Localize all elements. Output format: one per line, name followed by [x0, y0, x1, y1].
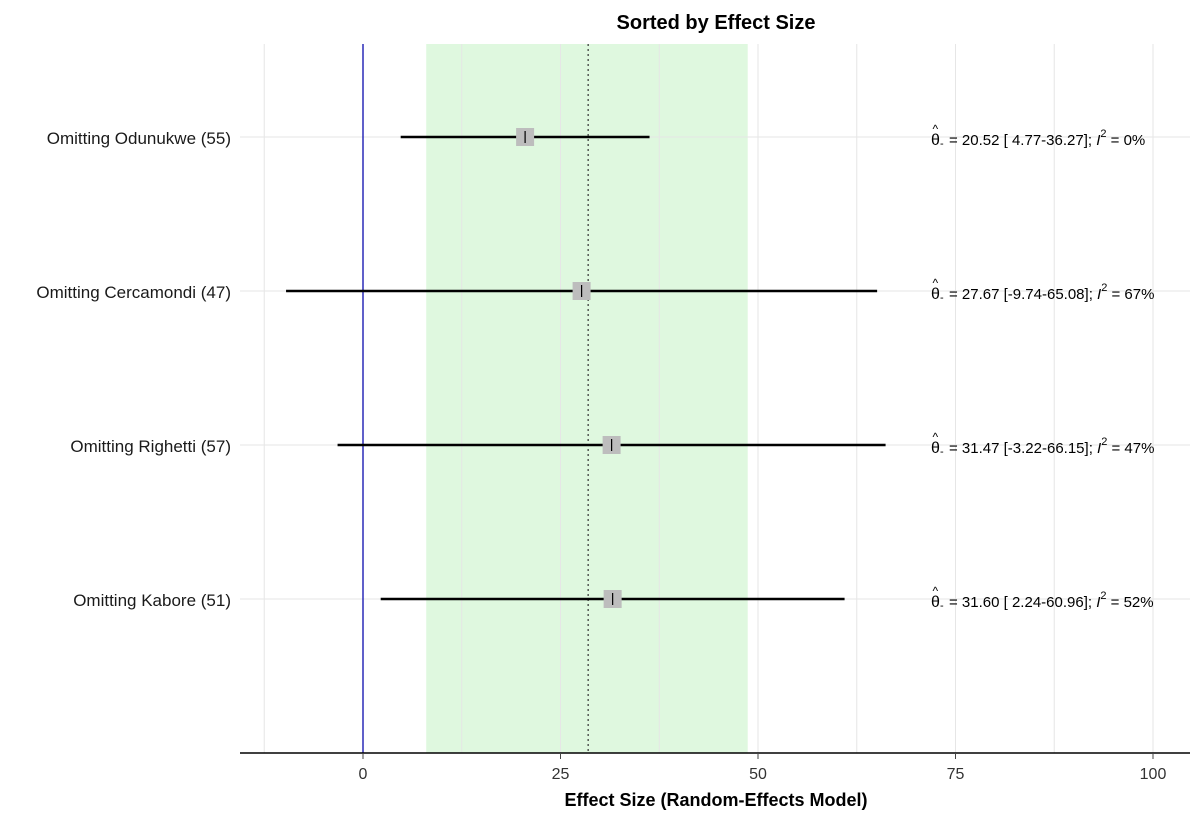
row-label: Omitting Odunukwe (55) — [47, 129, 231, 148]
theta-symbol: θ — [931, 132, 940, 149]
annotation-text: = 31.60 [ 2.24-60.96]; I2 = 52% — [949, 590, 1154, 611]
x-tick-label: 75 — [947, 766, 965, 783]
pooled-ci-band — [426, 44, 748, 753]
x-tick-label: 25 — [552, 766, 570, 783]
row-label: Omitting Cercamondi (47) — [36, 283, 231, 302]
theta-hat-mark: ^ — [933, 430, 939, 444]
theta-symbol: θ — [931, 440, 940, 457]
x-tick-label: 100 — [1140, 766, 1167, 783]
x-tick-label: 50 — [749, 766, 767, 783]
row-label: Omitting Kabore (51) — [73, 591, 231, 610]
theta-hat-mark: ^ — [933, 122, 939, 136]
chart-title: Sorted by Effect Size — [617, 12, 816, 34]
theta-hat-mark: ^ — [933, 584, 939, 598]
row-label: Omitting Righetti (57) — [70, 437, 231, 456]
x-tick-label: 0 — [359, 766, 368, 783]
x-axis-label: Effect Size (Random-Effects Model) — [564, 790, 867, 810]
theta-symbol: θ — [931, 594, 940, 611]
theta-subscript: - — [940, 446, 944, 458]
row-annotation: θ^- = 31.60 [ 2.24-60.96]; I2 = 52% — [931, 584, 1154, 612]
theta-hat-mark: ^ — [933, 276, 939, 290]
annotation-text: = 20.52 [ 4.77-36.27]; I2 = 0% — [949, 128, 1145, 149]
row-annotation: θ^- = 20.52 [ 4.77-36.27]; I2 = 0% — [931, 122, 1145, 150]
theta-subscript: - — [940, 292, 944, 304]
theta-subscript: - — [940, 600, 944, 612]
annotation-text: = 31.47 [-3.22-66.15]; I2 = 47% — [949, 436, 1154, 457]
theta-symbol: θ — [931, 286, 940, 303]
row-annotation: θ^- = 31.47 [-3.22-66.15]; I2 = 47% — [931, 430, 1154, 458]
theta-subscript: - — [940, 138, 944, 150]
row-annotation: θ^- = 27.67 [-9.74-65.08]; I2 = 67% — [931, 276, 1154, 304]
annotation-text: = 27.67 [-9.74-65.08]; I2 = 67% — [949, 282, 1154, 303]
